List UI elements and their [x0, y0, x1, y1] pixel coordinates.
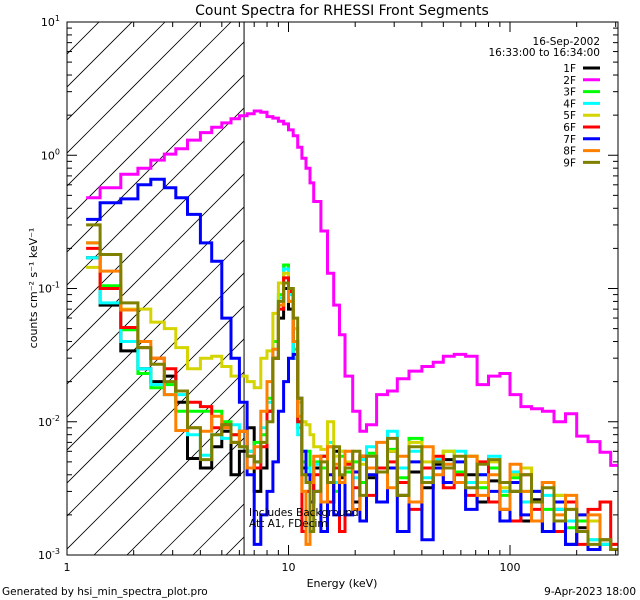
legend-label-9F: 9F	[563, 157, 576, 169]
legend-label-7F: 7F	[563, 134, 576, 146]
hatch-line	[67, 22, 199, 154]
hatch-line	[67, 206, 245, 385]
series-group	[86, 109, 618, 551]
hatch-line	[67, 22, 133, 88]
hatch-line	[93, 404, 245, 555]
y-axis-label: counts cm⁻² s⁻¹ keV⁻¹	[27, 228, 40, 349]
footer-timestamp: 9-Apr-2023 18:00	[544, 586, 636, 598]
hatch-line	[67, 305, 245, 484]
x-tick-label: 100	[500, 561, 521, 574]
y-tick-label: 10-1	[38, 281, 60, 296]
y-tick-base: 10	[38, 549, 52, 562]
hatch-line	[67, 22, 232, 187]
x-axis-label: Energy (keV)	[307, 577, 378, 590]
x-tick-label: 10	[282, 561, 296, 574]
legend-label-4F: 4F	[563, 98, 576, 110]
y-tick-exponent: 1	[55, 14, 60, 23]
hatch-line	[126, 437, 245, 555]
y-tick-exponent: -3	[52, 547, 60, 556]
hatch-line	[67, 239, 245, 418]
x-tick-labels: 1 10 100	[64, 561, 521, 574]
chart-title: Count Spectra for RHESSI Front Segments	[195, 3, 489, 19]
hatch-line	[67, 371, 245, 550]
legend-time-range: 16:33:00 to 16:34:00	[488, 47, 600, 59]
y-tick-base: 10	[41, 149, 55, 162]
footer-generated-by: Generated by hsi_min_spectra_plot.pro	[2, 586, 208, 598]
y-tick-base: 10	[38, 416, 52, 429]
hatch-line	[0, 0, 100, 555]
y-tick-base: 10	[38, 283, 52, 296]
legend-label-5F: 5F	[563, 110, 576, 122]
series-line-5F	[86, 265, 618, 546]
hatch-line	[325, 0, 640, 555]
legend-date: 16-Sep-2002	[533, 36, 600, 48]
series-line-7F	[86, 177, 618, 551]
x-tick-label: 1	[64, 561, 71, 574]
y-tick-exponent: 0	[55, 147, 60, 156]
y-tick-exponent: -1	[52, 281, 60, 290]
series-line-2F	[86, 109, 618, 467]
hatch-line	[67, 22, 100, 55]
annotation-background: Includes Background	[249, 507, 359, 519]
hatch-line	[67, 338, 245, 517]
hatch-line	[67, 173, 245, 352]
y-tick-label: 101	[41, 14, 60, 29]
series-line-6F	[86, 246, 618, 546]
y-tick-label: 10-3	[38, 547, 60, 562]
hatch-line	[67, 41, 245, 220]
y-tick-label: 10-2	[38, 414, 60, 429]
legend-label-8F: 8F	[563, 146, 576, 158]
annotation-attenuator: Att A1, FDecim	[249, 518, 328, 530]
axis-ticks	[66, 21, 618, 556]
legend-label-1F: 1F	[563, 63, 576, 75]
hatched-region	[0, 0, 640, 555]
y-tick-exponent: -2	[52, 414, 60, 423]
legend-label-6F: 6F	[563, 122, 576, 134]
legend-label-3F: 3F	[563, 87, 576, 99]
hatch-line	[259, 0, 640, 555]
y-tick-label: 100	[41, 147, 60, 162]
hatch-line	[67, 107, 245, 286]
hatch-line	[67, 140, 245, 319]
series-line-8F	[86, 241, 618, 551]
series-line-9F	[86, 223, 618, 551]
y-tick-base: 10	[41, 16, 55, 29]
legend-label-2F: 2F	[563, 75, 576, 87]
hatch-line	[67, 22, 166, 121]
